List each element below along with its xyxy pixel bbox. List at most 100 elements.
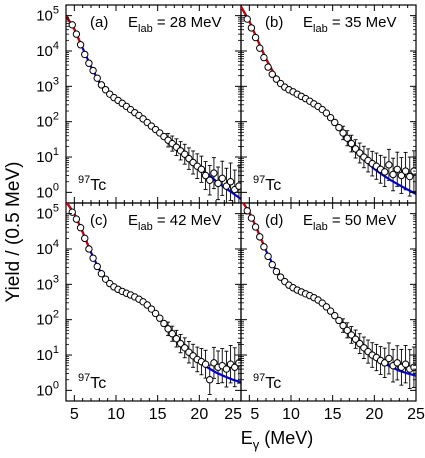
- data-point: [89, 66, 97, 75]
- y-tick-label: 101: [36, 146, 59, 166]
- data-point: [268, 70, 276, 78]
- data-point: [147, 305, 156, 313]
- fit-curve-red: [241, 203, 268, 252]
- data-point: [251, 223, 260, 231]
- x-tick-label: 5: [250, 406, 259, 423]
- data-point: [76, 41, 85, 49]
- panel-frame: [240, 202, 417, 402]
- data-point: [251, 33, 260, 42]
- data-point: [256, 233, 264, 241]
- data-point: [264, 252, 272, 261]
- data-point: [264, 63, 272, 71]
- data-point: [231, 363, 239, 371]
- nucleus-label: 97Tc: [78, 372, 106, 392]
- nucleus-label: 97Tc: [253, 174, 281, 194]
- data-point: [76, 224, 85, 232]
- x-tick-label: 15: [149, 406, 167, 423]
- energy-label: Elab = 28 MeV: [128, 14, 222, 35]
- fit-curve-red: [66, 203, 93, 253]
- data-point: [393, 359, 401, 367]
- x-tick-label: 25: [407, 406, 425, 423]
- y-axis-label: Yield / (0.5 MeV): [3, 162, 24, 303]
- data-point: [222, 182, 231, 190]
- data-point: [81, 50, 89, 59]
- data-point: [347, 331, 356, 339]
- data-point: [381, 359, 389, 367]
- data-point: [389, 170, 397, 179]
- data-point: [401, 167, 410, 175]
- data-point: [260, 243, 268, 251]
- x-axis-label-unit: (MeV): [259, 428, 313, 448]
- data-point: [93, 74, 101, 82]
- data-point: [218, 174, 226, 182]
- y-tick-label: 103: [36, 273, 59, 293]
- data-point: [256, 44, 264, 52]
- panel-2: 100 101 102 103 104 105 5 10 15 20 25 (c) Elab = 42 …: [36, 202, 242, 423]
- data-point: [97, 269, 106, 278]
- x-tick-label: 15: [324, 406, 342, 423]
- energy-label: Elab = 42 MeV: [128, 212, 222, 233]
- y-tick-label: 105: [36, 203, 59, 223]
- data-point: [385, 161, 393, 169]
- x-tick-label: 20: [190, 406, 208, 423]
- energy-label: Elab = 50 MeV: [303, 212, 397, 233]
- data-point: [247, 24, 256, 32]
- data-point: [260, 53, 268, 62]
- data-point: [181, 150, 189, 158]
- plot-area: [241, 6, 416, 197]
- data-point: [381, 168, 389, 176]
- panel-1: (b) Elab = 35 MeV 97Tc: [240, 4, 417, 204]
- data-point: [385, 354, 393, 363]
- plot-area: [66, 203, 241, 395]
- data-point: [243, 15, 251, 23]
- data-point: [326, 113, 335, 122]
- data-point: [226, 178, 235, 186]
- data-point: [393, 165, 401, 173]
- data-point: [201, 171, 210, 180]
- data-point: [97, 81, 106, 89]
- x-tick-label: 10: [107, 406, 125, 423]
- data-point: [156, 314, 164, 322]
- panel-3: 5 10 15 20 25 (d) Elab = 50 MeV 97Tc: [240, 202, 425, 423]
- y-tick-label: 104: [36, 40, 59, 60]
- data-point: [160, 319, 168, 328]
- data-point: [210, 169, 218, 177]
- x-tick-label: 25: [224, 406, 242, 423]
- data-point: [101, 275, 110, 283]
- y-tick-label: 100: [36, 181, 59, 201]
- nucleus-label: 97Tc: [78, 174, 106, 194]
- y-tick-label: 105: [36, 5, 59, 25]
- data-point: [210, 359, 218, 367]
- data-point: [168, 330, 176, 338]
- y-tick-label: 102: [36, 309, 59, 329]
- data-point: [172, 334, 181, 343]
- plot-area: [66, 15, 241, 203]
- data-point: [326, 307, 335, 315]
- data-point: [243, 207, 251, 215]
- panel-letter: (d): [265, 212, 283, 229]
- nucleus-label: 97Tc: [253, 372, 281, 392]
- data-point: [331, 118, 339, 127]
- x-axis-label-main: E: [241, 428, 253, 448]
- data-point: [331, 311, 339, 320]
- panel-letter: (c): [90, 212, 108, 229]
- data-point: [89, 254, 97, 262]
- energy-label: Elab = 35 MeV: [303, 14, 397, 35]
- x-tick-label: 20: [365, 406, 383, 423]
- data-point: [72, 215, 81, 223]
- data-point: [351, 335, 360, 343]
- data-point: [247, 214, 256, 222]
- data-point: [151, 309, 160, 318]
- y-tick-label: 101: [36, 344, 59, 364]
- panel-letter: (a): [90, 14, 108, 31]
- data-point: [81, 234, 89, 243]
- data-point: [68, 21, 76, 29]
- data-point: [322, 109, 331, 117]
- data-point: [339, 129, 347, 137]
- panel-0: 100 101 102 103 104 105 (a) Elab = 28 MeV 97Tc: [36, 4, 242, 204]
- data-point: [339, 321, 347, 330]
- data-point: [272, 267, 281, 276]
- data-point: [347, 139, 356, 148]
